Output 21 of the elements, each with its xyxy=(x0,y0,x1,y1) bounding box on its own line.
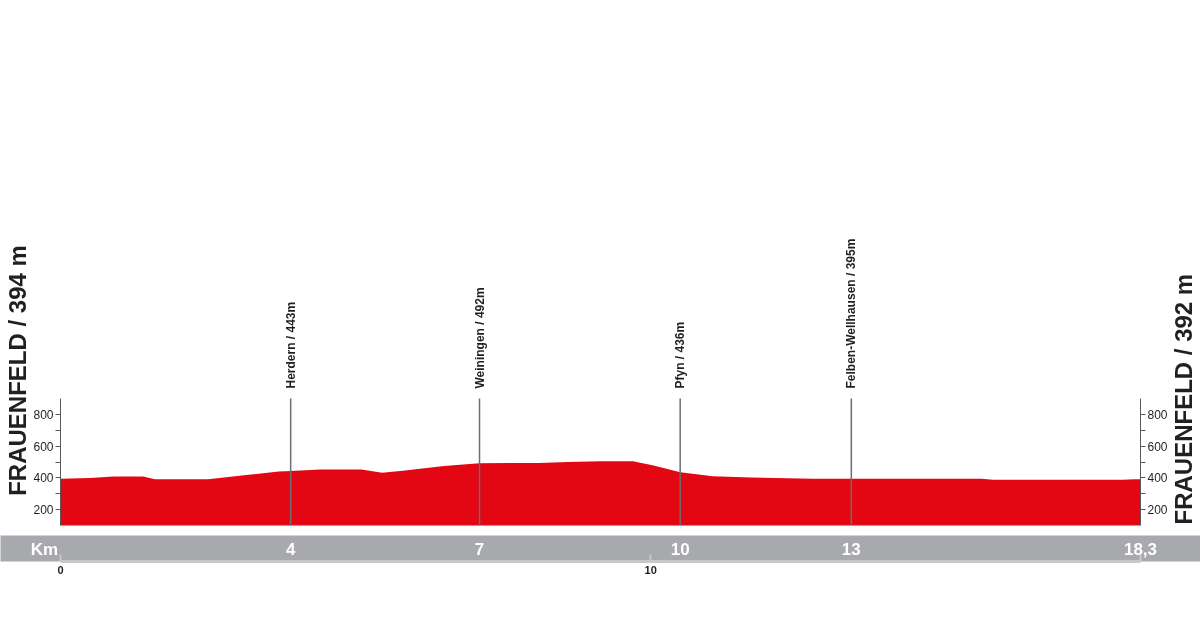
y2-tick-label: 200 xyxy=(1147,503,1168,518)
ref-line-label: Felben-Wellhausen / 395m xyxy=(844,238,859,389)
x2-tick-label: 18,3 xyxy=(1123,539,1158,559)
x2-tick-label: 4 xyxy=(285,539,296,559)
x2-tick-label: 13 xyxy=(841,539,861,559)
x2-tick-label: 10 xyxy=(670,539,690,559)
y-tick-label: 600 xyxy=(33,439,54,454)
y-tick-label: 200 xyxy=(33,503,54,518)
ref-line-label: Pfyn / 436m xyxy=(673,321,688,389)
y2-tick-label: 800 xyxy=(1147,407,1168,422)
y-axis-title: FRAUENFELD / 394 m xyxy=(3,245,31,496)
y-tick-label: 800 xyxy=(33,407,54,422)
y-tick-label: 400 xyxy=(33,471,54,486)
x2-axis-title: Km xyxy=(30,539,59,559)
y2-tick-label: 400 xyxy=(1147,471,1168,486)
x2-tick-label: 7 xyxy=(474,539,485,559)
ref-line-label: Weiningen / 492m xyxy=(472,287,487,389)
y2-axis-title: FRAUENFELD / 392 m xyxy=(1170,273,1197,525)
ref-line-label: Herdern / 443m xyxy=(283,301,298,389)
x-tick-label: 0 xyxy=(57,563,64,576)
y2-tick-label: 600 xyxy=(1147,439,1168,454)
